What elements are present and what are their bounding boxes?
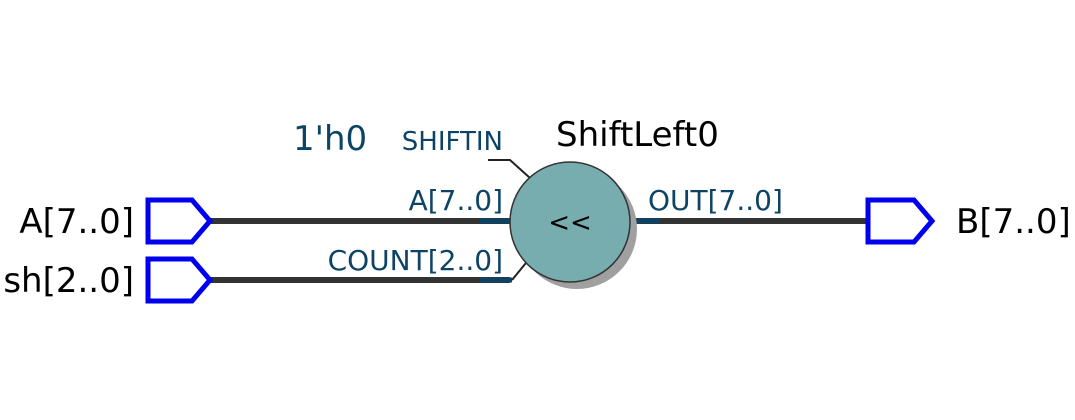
output-port-pentagon-icon bbox=[865, 197, 936, 245]
input-port-pentagon-icon bbox=[145, 197, 214, 245]
shift-left-symbol: << bbox=[548, 208, 592, 238]
pin-label-out: OUT[7..0] bbox=[648, 184, 783, 217]
shift-left-block[interactable]: << ShiftLeft0 bbox=[509, 115, 719, 289]
shift-left-operator bbox=[509, 161, 631, 283]
input-port-pentagon-icon bbox=[145, 256, 214, 304]
block-instance-name: ShiftLeft0 bbox=[556, 115, 719, 155]
input-port-a[interactable]: A[7..0] bbox=[19, 197, 214, 245]
input-port-sh[interactable]: sh[2..0] bbox=[3, 256, 214, 304]
input-port-a-label: A[7..0] bbox=[19, 202, 134, 242]
constant-value: 1'h0 bbox=[293, 119, 367, 159]
pin-label-shiftin: SHIFTIN bbox=[402, 127, 503, 157]
output-port-b-label: B[7..0] bbox=[956, 202, 1071, 242]
input-port-sh-label: sh[2..0] bbox=[3, 261, 134, 301]
pin-label-count: COUNT[2..0] bbox=[328, 244, 503, 277]
pin-label-data-in: A[7..0] bbox=[409, 184, 503, 217]
output-port-b[interactable]: B[7..0] bbox=[865, 197, 1071, 245]
shiftin-leader-line bbox=[488, 159, 531, 179]
